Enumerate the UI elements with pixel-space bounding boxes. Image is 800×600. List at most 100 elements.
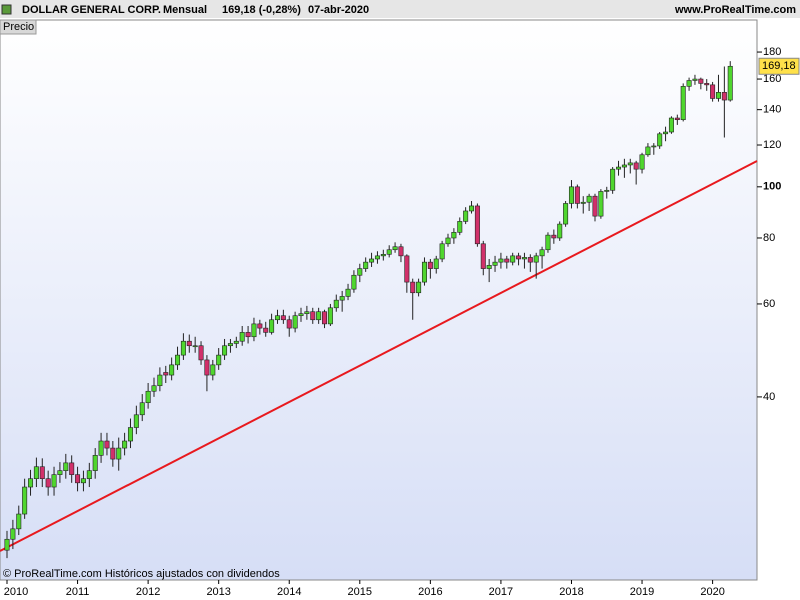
candle-body xyxy=(263,327,269,333)
candle-body xyxy=(4,538,10,551)
candle-body xyxy=(286,319,292,329)
candle-body xyxy=(469,205,475,212)
candle-body xyxy=(698,78,704,84)
candle-body xyxy=(410,281,416,294)
x-tick-label: 2011 xyxy=(66,586,90,598)
candle-body xyxy=(257,323,263,329)
y-tick-label: 100 xyxy=(763,181,781,193)
candle-body xyxy=(392,246,398,251)
company: DOLLAR GENERAL CORP. xyxy=(22,4,161,16)
candle-body xyxy=(233,340,239,344)
candle-body xyxy=(616,166,622,170)
candle-body xyxy=(657,133,663,147)
candle-body xyxy=(310,311,316,321)
candle-body xyxy=(357,268,363,276)
candle-body xyxy=(227,343,233,347)
candle-body xyxy=(116,447,122,460)
candle-body xyxy=(175,354,181,366)
header-bar xyxy=(0,0,800,18)
candle-body xyxy=(57,470,63,475)
candle-body xyxy=(692,78,698,81)
candle-body xyxy=(274,315,280,321)
candle-body xyxy=(539,249,545,257)
candle-body xyxy=(110,447,116,460)
candle-body xyxy=(80,478,86,484)
candle-body xyxy=(492,261,498,266)
candle-body xyxy=(439,243,445,260)
x-tick-label: 2013 xyxy=(206,586,230,598)
period: Mensual xyxy=(163,4,207,16)
x-tick-label: 2012 xyxy=(136,586,160,598)
candle-body xyxy=(445,237,451,245)
candle-body xyxy=(216,354,222,366)
x-tick-label: 2015 xyxy=(348,586,372,598)
candle-body xyxy=(45,478,51,488)
y-tick-label: 60 xyxy=(763,298,775,310)
candle-body xyxy=(610,168,616,191)
candle-body xyxy=(427,261,433,269)
candle-body xyxy=(374,255,380,260)
candle-body xyxy=(598,191,604,217)
candle-body xyxy=(298,313,304,317)
candle-body xyxy=(604,189,610,192)
candle-body xyxy=(710,84,716,99)
candle-body xyxy=(86,470,92,479)
candle-body xyxy=(139,402,145,416)
candle-body xyxy=(369,258,375,263)
candle-body xyxy=(33,466,39,479)
candle-body xyxy=(457,221,463,233)
x-tick-label: 2018 xyxy=(559,586,583,598)
candle-body xyxy=(251,323,257,338)
candle-body xyxy=(180,340,186,356)
y-tick-label: 160 xyxy=(763,73,781,85)
candle-body xyxy=(451,232,457,239)
candle-body xyxy=(157,374,163,387)
candle-body xyxy=(92,455,98,471)
candle-body xyxy=(133,414,139,428)
candle-body xyxy=(533,255,539,263)
candle-body xyxy=(63,462,69,471)
candle-body xyxy=(433,258,439,269)
candle-body xyxy=(245,332,251,338)
candle-body xyxy=(504,258,510,263)
candle-body xyxy=(339,296,345,301)
candle-body xyxy=(363,261,369,269)
candle-body xyxy=(345,288,351,297)
candle-body xyxy=(98,440,104,456)
candle-body xyxy=(198,345,204,361)
candle-body xyxy=(480,243,486,269)
candle-body xyxy=(486,265,492,269)
candle-body xyxy=(586,195,592,203)
candle-body xyxy=(663,131,669,135)
candle-body xyxy=(563,203,569,225)
candle-body xyxy=(292,315,298,329)
candle-body xyxy=(421,261,427,283)
candle-body xyxy=(721,92,727,101)
candle-body xyxy=(592,195,598,217)
y-tick-label: 80 xyxy=(763,232,775,244)
candle-body xyxy=(474,205,480,245)
candle-body xyxy=(304,311,310,315)
candle-body xyxy=(210,364,216,376)
candle-body xyxy=(416,281,422,294)
candle-body xyxy=(621,164,627,168)
candle-body xyxy=(69,462,75,475)
y-tick-label: 180 xyxy=(763,46,781,58)
candle-body xyxy=(463,210,469,222)
y-tick-label: 140 xyxy=(763,104,781,116)
candle-body xyxy=(645,146,651,156)
candle-body xyxy=(127,427,133,442)
candle-body xyxy=(627,162,633,166)
candle-body xyxy=(222,345,228,356)
candle-body xyxy=(521,257,527,260)
y-tick-label: 40 xyxy=(763,391,775,403)
x-tick-label: 2020 xyxy=(700,586,724,598)
last-price-box xyxy=(758,57,800,75)
candle-body xyxy=(727,65,733,101)
candle-body xyxy=(704,83,710,86)
candle-body xyxy=(192,345,198,348)
candle-body xyxy=(10,528,16,540)
candle-body xyxy=(333,299,339,309)
candle-body xyxy=(28,478,34,488)
